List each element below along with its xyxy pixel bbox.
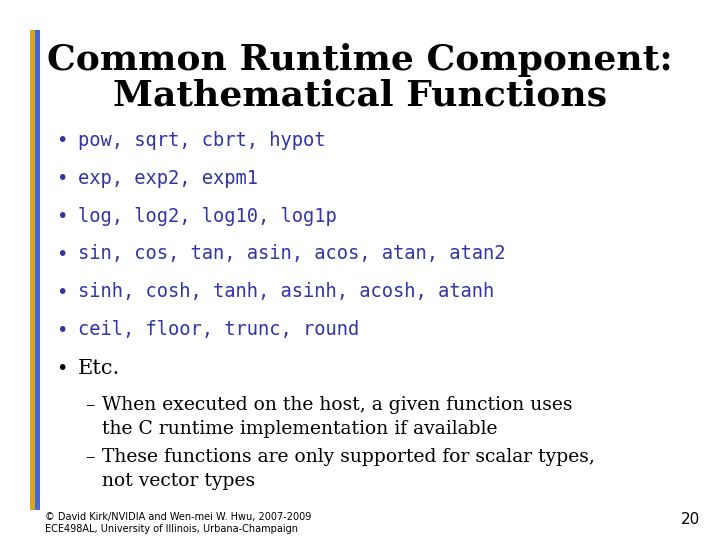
Text: ECE498AL, University of Illinois, Urbana-Champaign: ECE498AL, University of Illinois, Urbana… (45, 524, 298, 534)
Text: log, log2, log10, log1p: log, log2, log10, log1p (78, 206, 337, 226)
Text: sin, cos, tan, asin, acos, atan, atan2: sin, cos, tan, asin, acos, atan, atan2 (78, 245, 505, 264)
Text: –: – (85, 396, 95, 414)
Text: •: • (56, 206, 68, 226)
Text: •: • (56, 321, 68, 340)
Text: sinh, cosh, tanh, asinh, acosh, atanh: sinh, cosh, tanh, asinh, acosh, atanh (78, 282, 494, 301)
Text: © David Kirk/NVIDIA and Wen-mei W. Hwu, 2007-2009: © David Kirk/NVIDIA and Wen-mei W. Hwu, … (45, 512, 311, 522)
Bar (30, 30, 35, 510)
Text: •: • (56, 359, 68, 377)
Text: These functions are only supported for scalar types,
not vector types: These functions are only supported for s… (102, 448, 595, 490)
Text: •: • (56, 131, 68, 150)
Text: Common Runtime Component:: Common Runtime Component: (47, 43, 673, 77)
Text: pow, sqrt, cbrt, hypot: pow, sqrt, cbrt, hypot (78, 131, 325, 150)
Text: exp, exp2, expm1: exp, exp2, expm1 (78, 168, 258, 187)
Text: •: • (56, 168, 68, 187)
Text: When executed on the host, a given function uses
the C runtime implementation if: When executed on the host, a given funct… (102, 396, 572, 437)
Text: •: • (56, 282, 68, 301)
Text: •: • (56, 245, 68, 264)
Text: Mathematical Functions: Mathematical Functions (113, 78, 607, 112)
Text: Etc.: Etc. (78, 359, 120, 377)
Text: ceil, floor, trunc, round: ceil, floor, trunc, round (78, 321, 359, 340)
Bar (35, 30, 40, 510)
Text: 20: 20 (680, 512, 700, 528)
Text: –: – (85, 448, 95, 466)
